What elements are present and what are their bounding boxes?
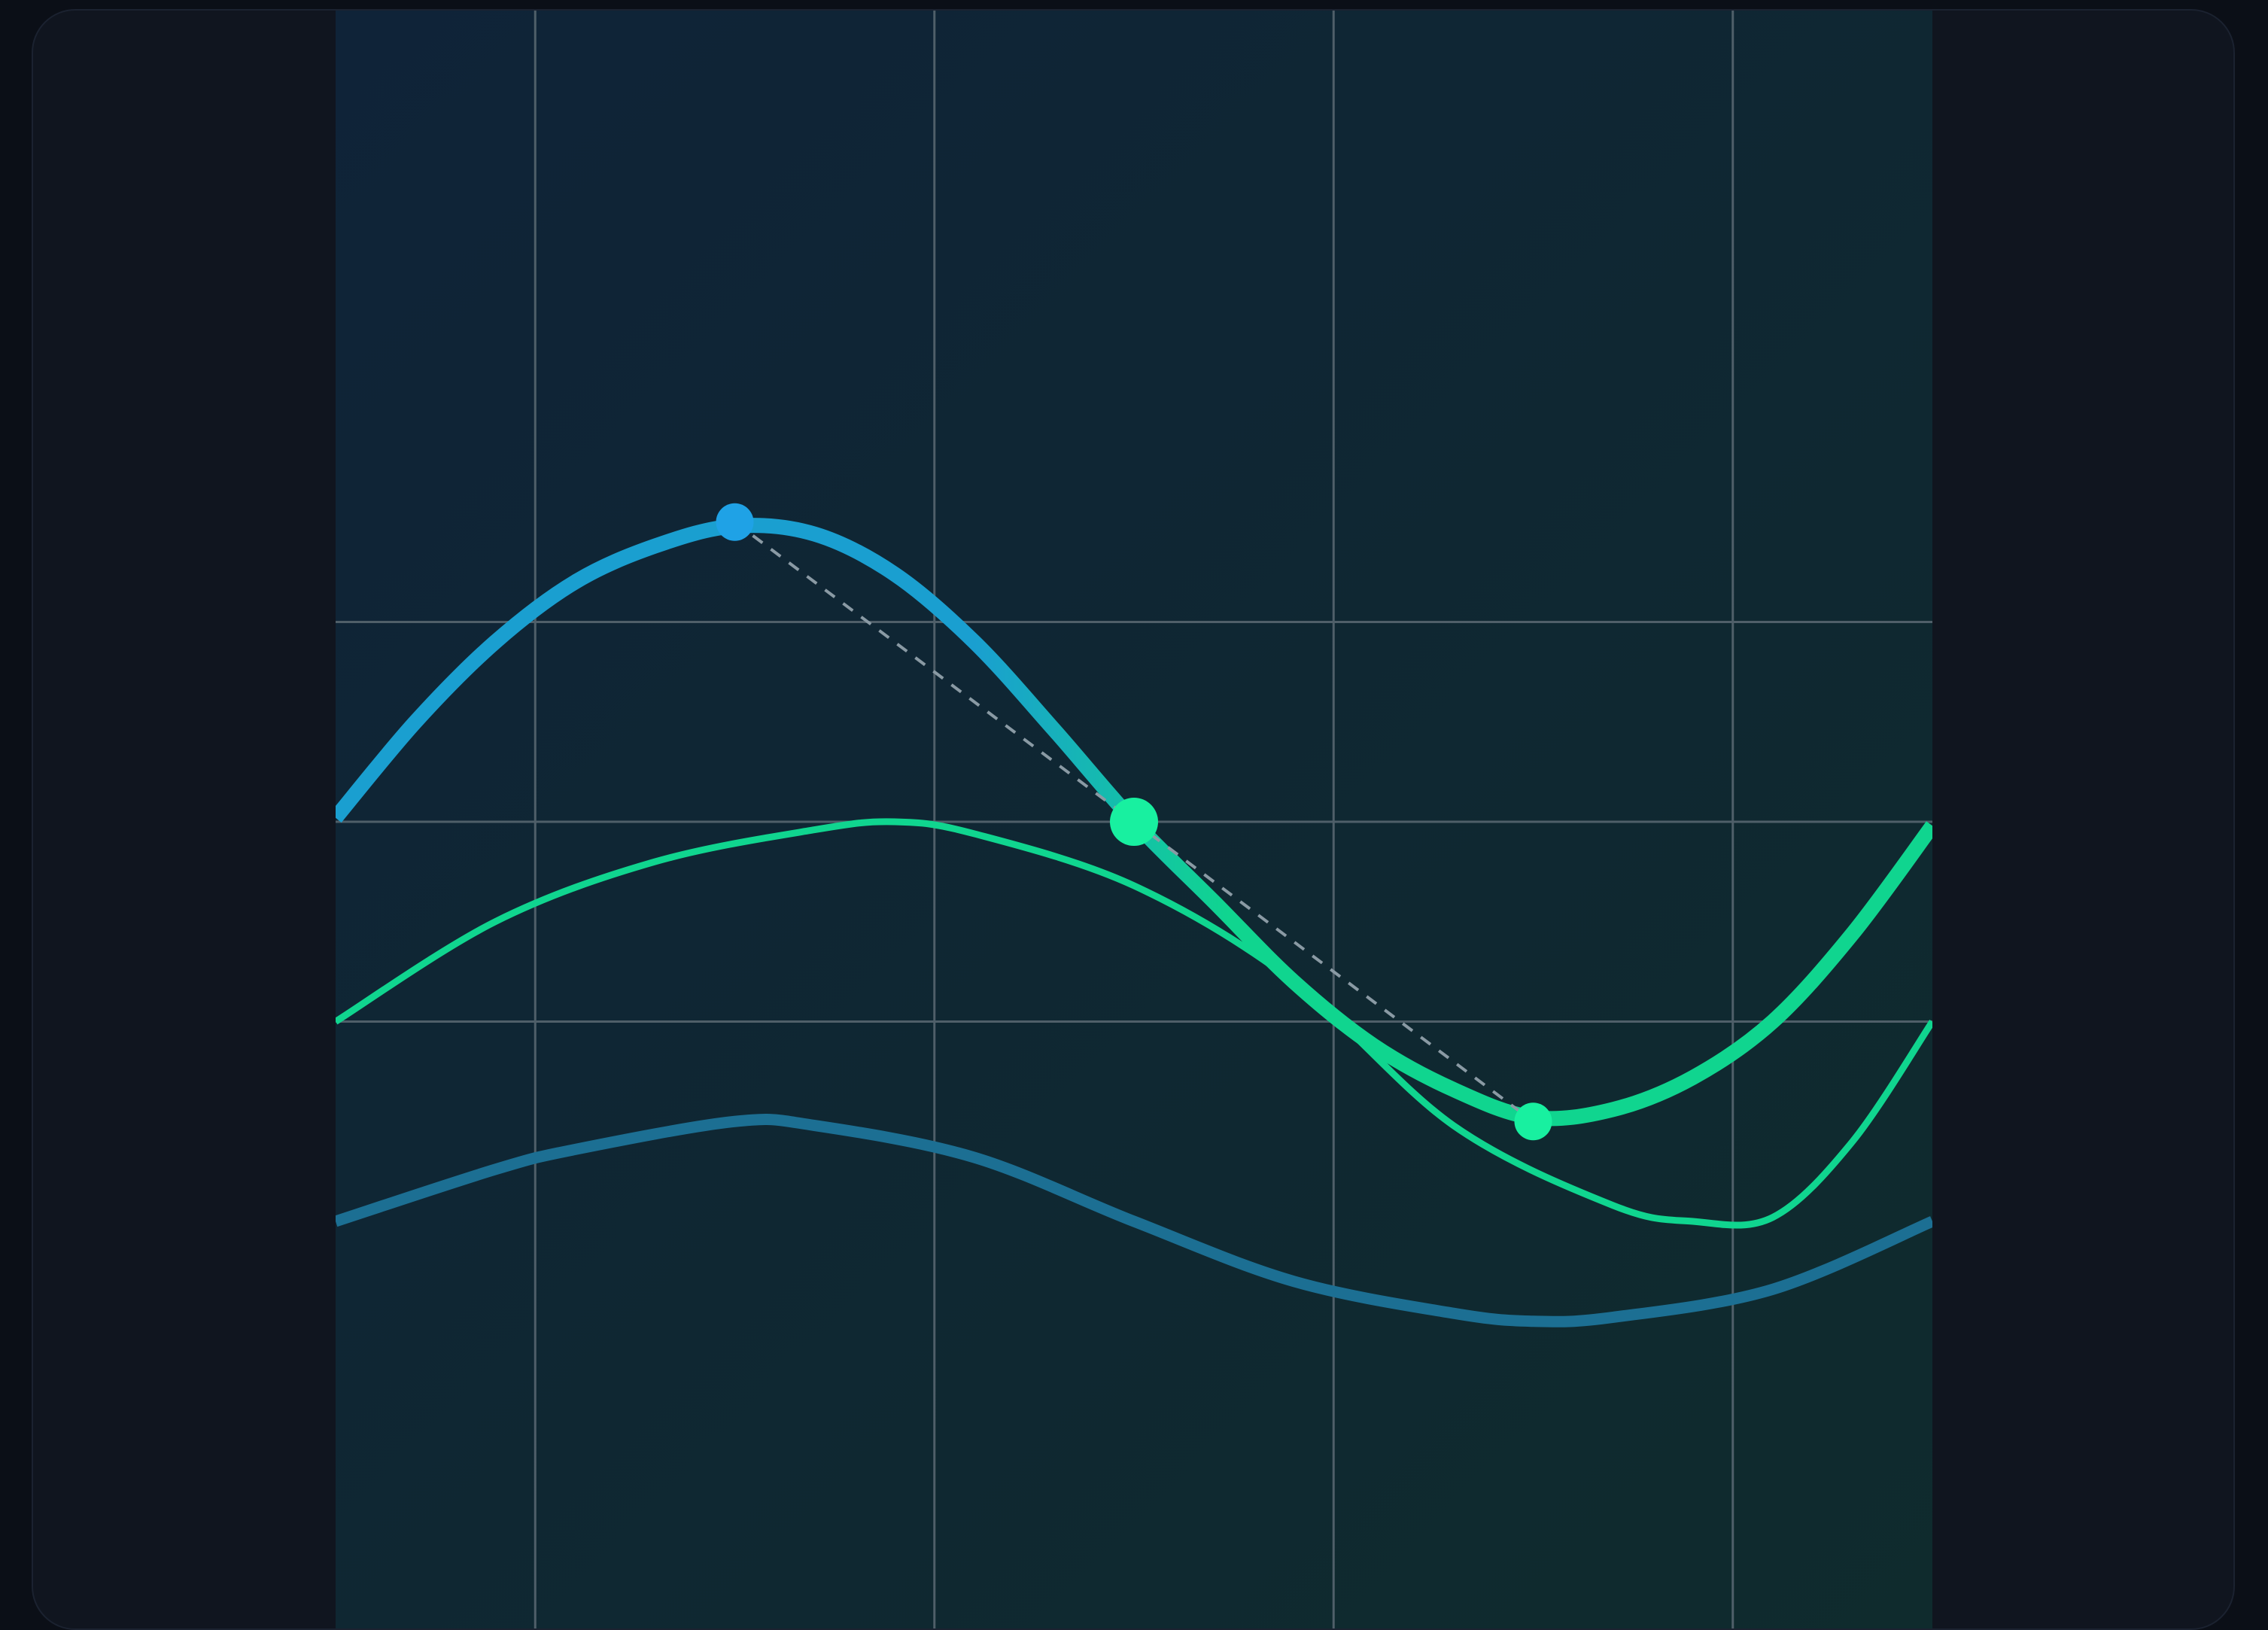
chart-card (32, 9, 2235, 1630)
marker-center (1110, 798, 1158, 846)
marker-peak (716, 503, 754, 541)
series-line-tertiary (336, 1113, 1932, 1327)
markers (716, 503, 1552, 1141)
marker-trough (1514, 1102, 1552, 1141)
chart-svg (336, 11, 1932, 1628)
series-line-secondary (336, 818, 1932, 1229)
plot-area (336, 11, 1932, 1628)
